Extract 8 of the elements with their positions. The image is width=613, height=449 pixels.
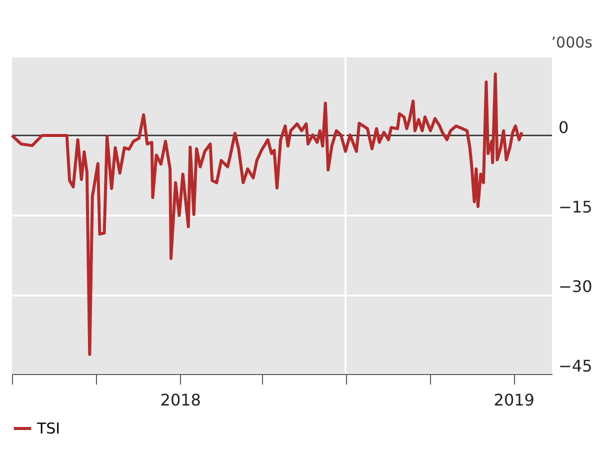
y-tick-label: −30 xyxy=(558,277,592,296)
x-tick-label: 2018 xyxy=(160,390,201,410)
y-tick-label: −45 xyxy=(558,356,592,376)
y-tick-label: −15 xyxy=(558,198,592,216)
y-axis-title: ’000s xyxy=(551,34,593,52)
legend-label: TSI xyxy=(36,420,60,438)
y-tick-label: 0 xyxy=(558,118,569,137)
x-tick-label: 2019 xyxy=(494,390,534,410)
